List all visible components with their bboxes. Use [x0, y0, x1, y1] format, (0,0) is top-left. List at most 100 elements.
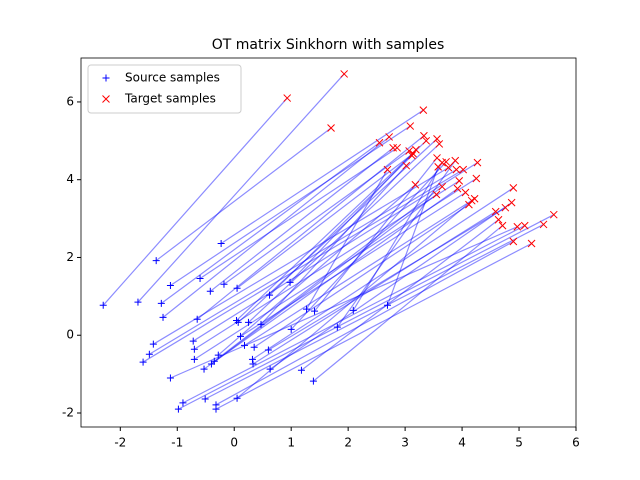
point	[152, 257, 160, 265]
y-tick-label: 0	[66, 328, 74, 342]
transport-link	[170, 226, 518, 379]
transport-link	[182, 225, 526, 404]
point	[383, 301, 391, 309]
point	[389, 143, 398, 152]
transport-link	[137, 73, 345, 303]
point	[409, 149, 417, 158]
point	[244, 318, 252, 326]
transport-link	[204, 223, 544, 400]
transport-link	[289, 149, 417, 283]
point	[452, 165, 461, 174]
y-tick-label: 6	[66, 94, 74, 108]
point	[420, 131, 428, 140]
point	[467, 196, 476, 205]
point	[266, 291, 274, 299]
point	[451, 156, 460, 165]
point	[494, 215, 503, 224]
transport-link	[149, 169, 457, 355]
point	[333, 323, 341, 331]
point	[461, 188, 470, 197]
point	[190, 355, 198, 363]
point	[539, 220, 548, 229]
transport-link	[236, 153, 414, 289]
transport-link	[244, 198, 475, 346]
point	[406, 122, 415, 130]
y-tick-label: 4	[66, 172, 74, 186]
point	[393, 143, 401, 152]
point	[444, 163, 453, 172]
point	[283, 94, 292, 102]
point	[412, 145, 420, 154]
point	[200, 365, 208, 373]
transport-link	[336, 160, 456, 328]
point	[498, 221, 507, 230]
legend-box	[87, 64, 242, 114]
point	[501, 203, 510, 212]
point	[408, 151, 416, 160]
transport-link	[236, 140, 427, 321]
point	[234, 318, 242, 326]
point	[520, 221, 529, 230]
transport-link	[248, 143, 440, 323]
legend-marker	[102, 95, 110, 103]
transport-link	[153, 167, 449, 345]
transport-link	[217, 184, 416, 356]
x-tick-label: -1	[171, 436, 183, 450]
point	[236, 332, 244, 340]
point	[411, 180, 420, 189]
point	[453, 184, 462, 193]
x-tick-label: 0	[230, 436, 238, 450]
point	[422, 136, 431, 145]
point	[139, 358, 147, 366]
transport-link	[268, 207, 506, 351]
transport-link	[203, 188, 458, 370]
point	[196, 274, 204, 282]
point	[311, 307, 319, 315]
point	[174, 405, 182, 413]
point	[507, 198, 516, 207]
point	[189, 337, 197, 345]
point	[217, 239, 225, 247]
transport-link	[290, 161, 447, 330]
transport-link	[209, 147, 394, 292]
transport-link	[386, 166, 439, 306]
transport-link	[142, 169, 464, 363]
point	[248, 355, 256, 363]
transport-link	[192, 162, 478, 342]
point	[207, 360, 215, 368]
transport-link	[240, 192, 466, 337]
transport-link	[199, 147, 398, 279]
point	[286, 278, 294, 286]
transport-link	[102, 97, 288, 306]
point	[249, 360, 257, 368]
point	[472, 174, 481, 183]
transport-link	[352, 162, 443, 311]
transport-link	[215, 241, 514, 406]
x-tick-label: 6	[572, 436, 580, 450]
point	[434, 163, 443, 171]
point	[297, 366, 305, 374]
legend-marker	[102, 74, 110, 82]
point	[459, 165, 468, 174]
point	[145, 350, 153, 358]
transport-link	[178, 214, 555, 410]
point	[212, 405, 220, 413]
point	[159, 313, 167, 321]
point	[309, 377, 317, 385]
transport-link	[170, 125, 411, 286]
point	[134, 298, 142, 306]
transport-link	[313, 225, 503, 382]
point	[233, 394, 241, 402]
transport-link	[155, 127, 332, 262]
point	[166, 374, 174, 382]
point	[166, 281, 174, 289]
point	[179, 399, 187, 407]
point	[419, 106, 428, 114]
point	[257, 320, 265, 328]
x-tick-label: 4	[458, 436, 466, 450]
x-tick-label: 5	[515, 436, 523, 450]
point	[266, 365, 274, 373]
point	[240, 341, 248, 349]
x-tick-label: 3	[401, 436, 409, 450]
transport-link	[236, 200, 473, 399]
